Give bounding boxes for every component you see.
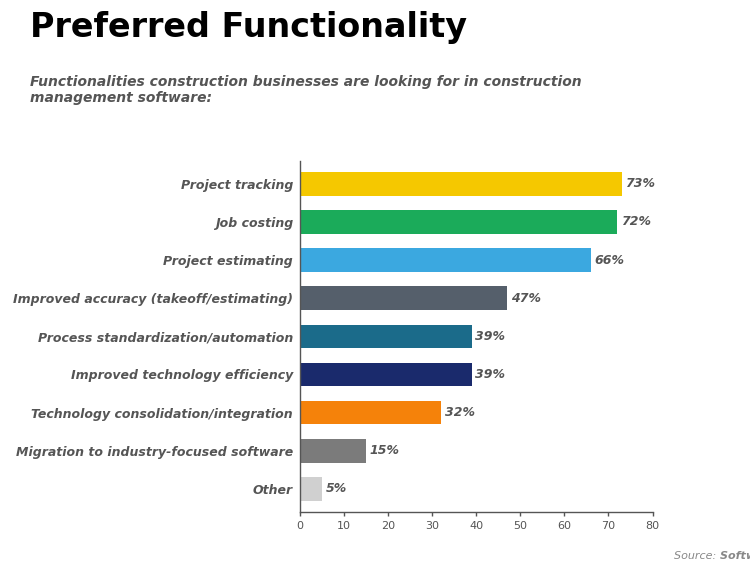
Bar: [300, 401, 441, 424]
Bar: [300, 286, 507, 310]
Bar: [300, 248, 591, 272]
Text: 5%: 5%: [326, 482, 346, 496]
Text: 39%: 39%: [476, 330, 506, 343]
Text: 73%: 73%: [626, 177, 656, 190]
Text: Source:: Source:: [674, 551, 720, 561]
Text: 66%: 66%: [594, 254, 624, 267]
Bar: [300, 172, 622, 196]
Text: 47%: 47%: [511, 292, 541, 305]
Text: 39%: 39%: [476, 368, 506, 381]
Text: Software Connect survey: Software Connect survey: [720, 551, 750, 561]
Text: Preferred Functionality: Preferred Functionality: [30, 12, 467, 44]
Bar: [300, 477, 322, 501]
Text: 32%: 32%: [445, 406, 475, 419]
Bar: [300, 210, 617, 234]
Bar: [300, 363, 472, 386]
Bar: [300, 439, 366, 462]
Bar: [300, 324, 472, 348]
Text: 72%: 72%: [621, 216, 651, 228]
Text: 15%: 15%: [370, 444, 400, 457]
Text: Functionalities construction businesses are looking for in construction
manageme: Functionalities construction businesses …: [30, 75, 582, 105]
